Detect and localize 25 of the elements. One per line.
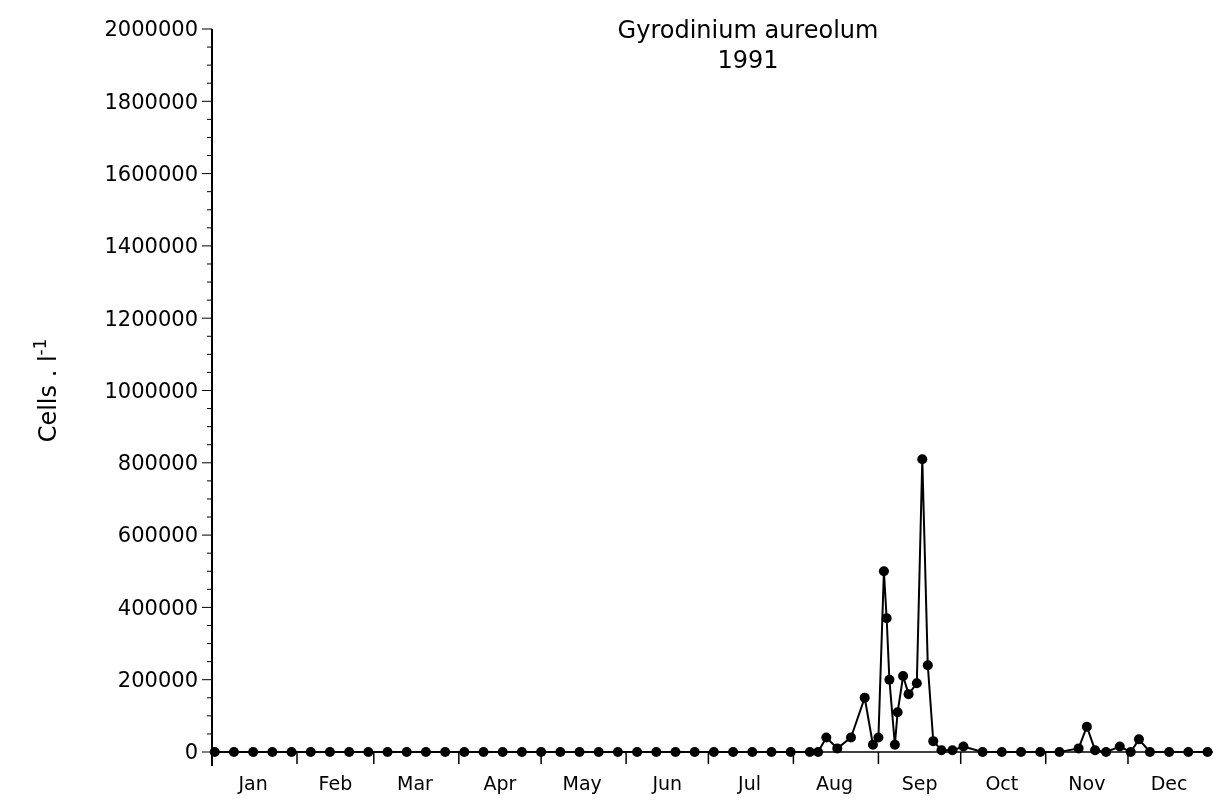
- y-tick-label: 800000: [117, 451, 198, 476]
- y-tick-label: 1000000: [104, 378, 198, 403]
- x-tick-label: Aug: [815, 772, 854, 794]
- x-tick-label: Jul: [737, 772, 761, 794]
- chart-title: Gyrodinium aureolum: [617, 16, 879, 44]
- x-tick-label: Feb: [318, 772, 353, 794]
- x-tick-label: Jun: [651, 772, 683, 794]
- x-tick-label: Nov: [1068, 772, 1106, 794]
- y-tick-label: 200000: [117, 668, 198, 693]
- x-tick-label: Mar: [397, 772, 434, 794]
- y-tick-label: 2000000: [104, 17, 198, 42]
- y-tick-label: 1600000: [104, 161, 198, 186]
- x-tick-label: Sep: [901, 772, 938, 794]
- y-tick-label: 1800000: [104, 89, 198, 114]
- y-tick-label: 0: [184, 740, 198, 765]
- x-tick-label: Dec: [1150, 772, 1188, 794]
- x-tick-label: Oct: [985, 772, 1019, 794]
- y-tick-label: 1400000: [104, 234, 198, 259]
- y-tick-label: 1200000: [104, 306, 198, 331]
- y-tick-label: 600000: [117, 523, 198, 548]
- x-tick-label: May: [562, 772, 602, 794]
- x-tick-label: Apr: [483, 772, 517, 794]
- y-tick-label: 400000: [117, 595, 198, 620]
- x-tick-label: Jan: [237, 772, 268, 794]
- text: 1991: [717, 46, 779, 74]
